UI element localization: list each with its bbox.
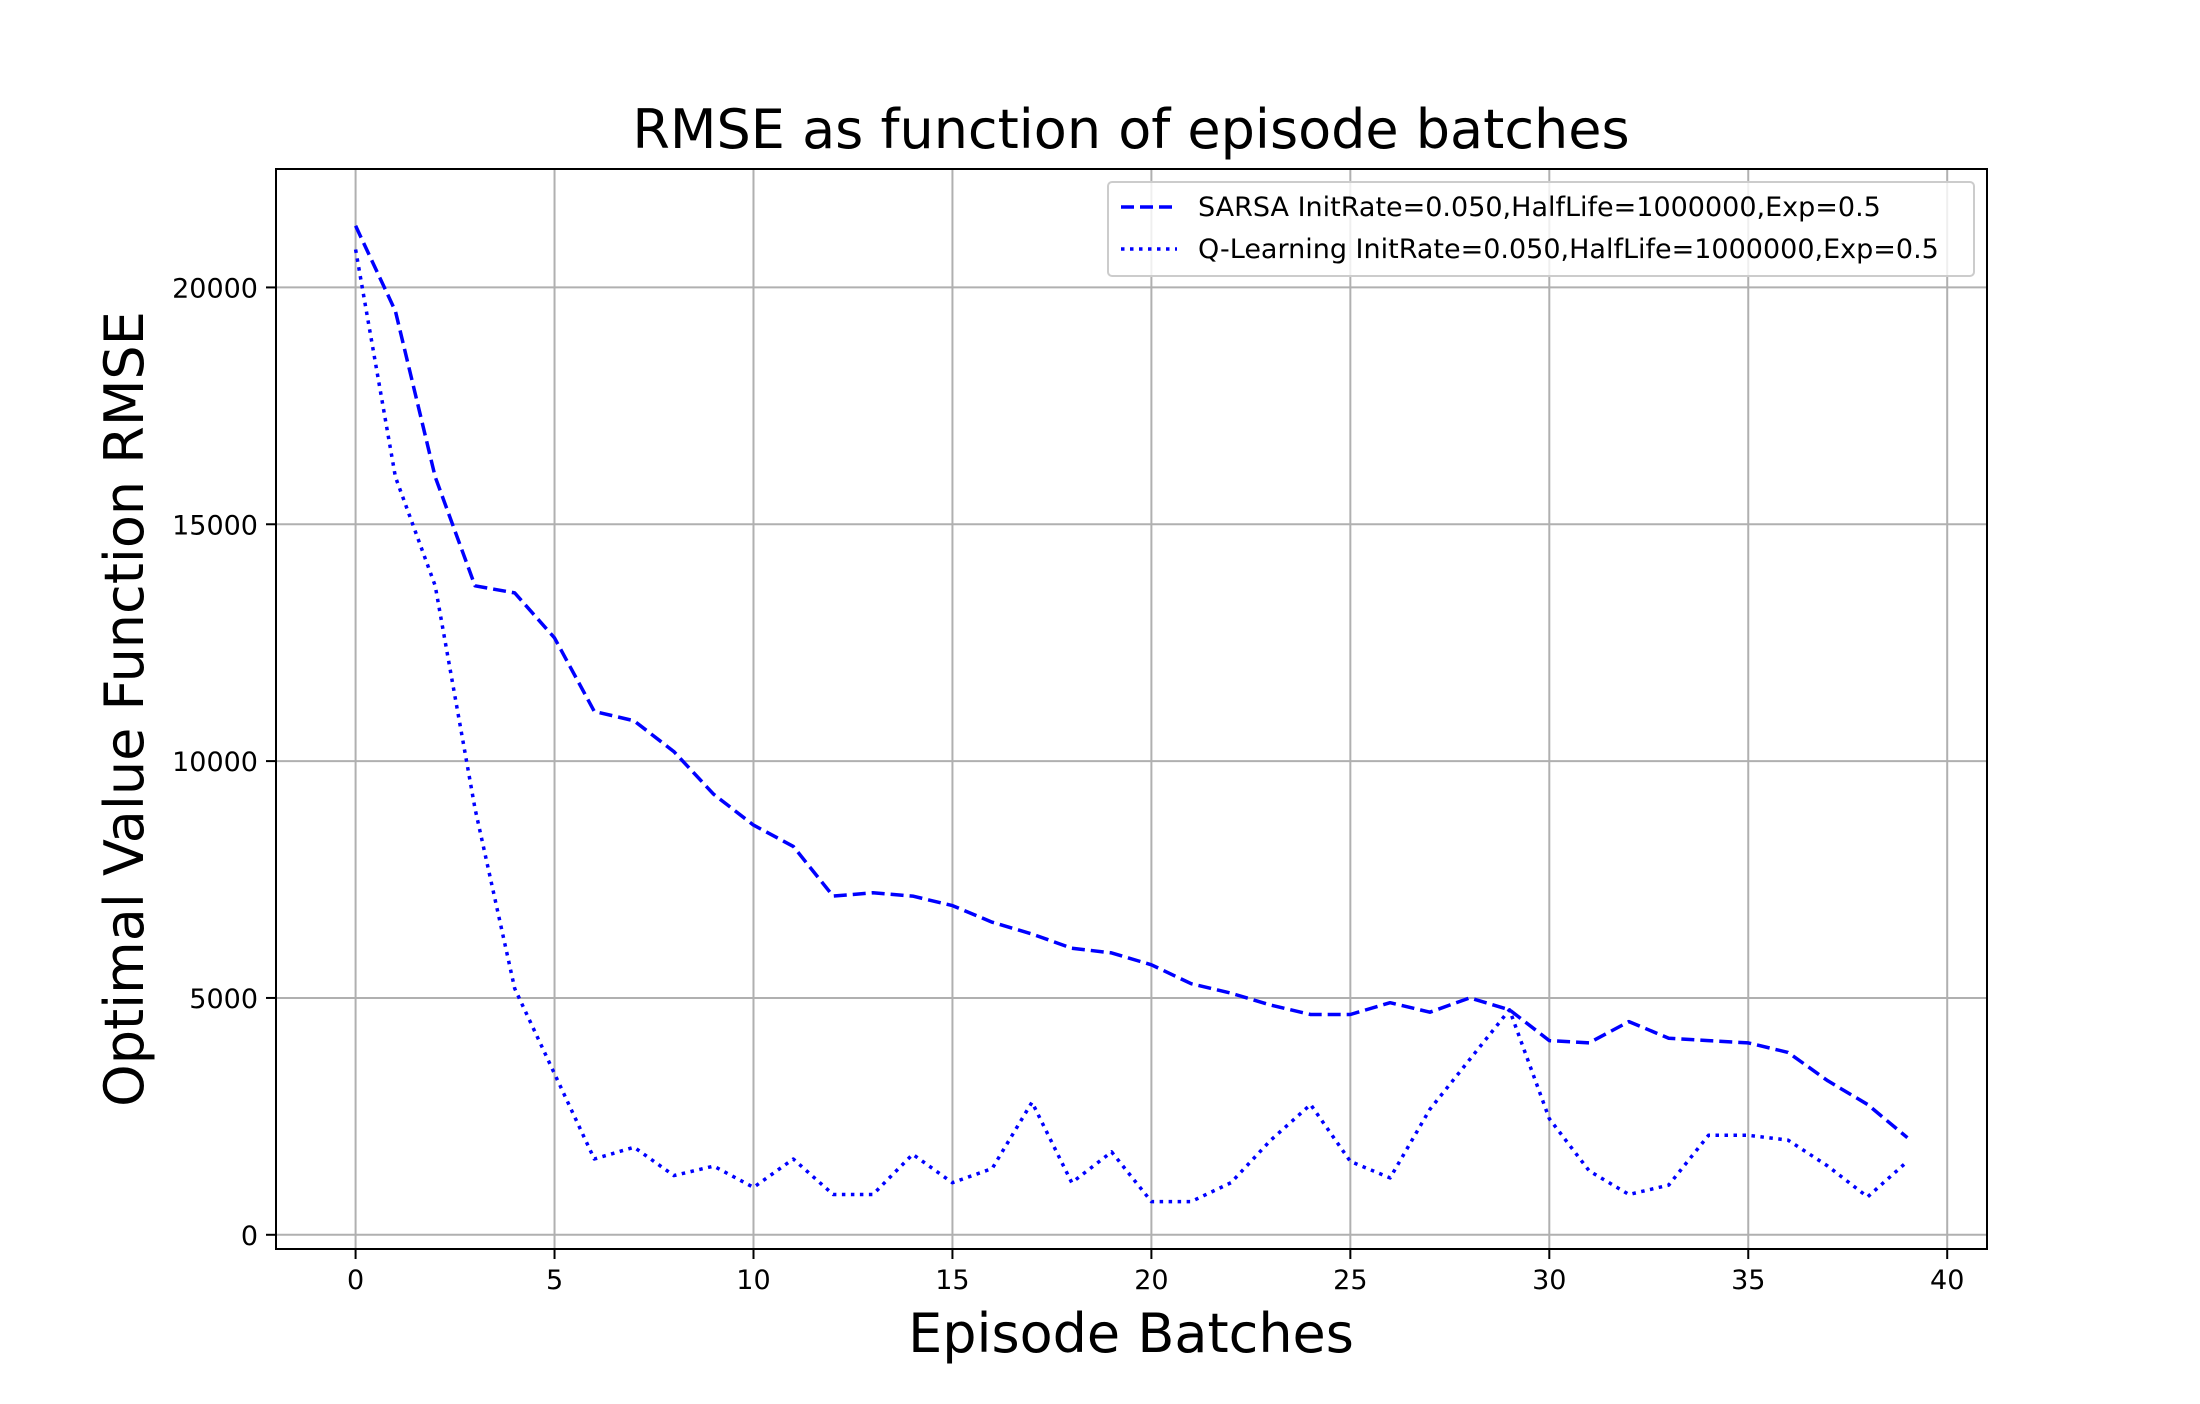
x-tick-label: 30 [1532,1265,1566,1296]
x-tick-label: 40 [1930,1265,1964,1296]
y-tick-label: 0 [241,1221,258,1252]
x-tick-label: 35 [1731,1265,1765,1296]
y-axis-label: Optimal Value Function RMSE [93,311,156,1107]
legend: SARSA InitRate=0.050,HalfLife=1000000,Ex… [1107,181,1975,277]
y-tick-label: 20000 [172,273,258,304]
chart-title: RMSE as function of episode batches [632,98,1629,161]
x-tick-label: 5 [546,1265,563,1296]
grid-lines [276,169,1987,1249]
x-axis-label: Episode Batches [908,1302,1354,1365]
y-tick-label: 10000 [172,747,258,778]
x-tick-label: 10 [736,1265,770,1296]
legend-label-sarsa: SARSA InitRate=0.050,HalfLife=1000000,Ex… [1198,192,1881,223]
plot-area-frame [275,168,1988,1250]
legend-label-q-learning: Q-Learning InitRate=0.050,HalfLife=10000… [1198,234,1939,265]
x-tick-label: 20 [1134,1265,1168,1296]
x-tick-label: 15 [935,1265,969,1296]
x-tick-label: 0 [347,1265,364,1296]
x-tick-label: 25 [1333,1265,1367,1296]
x-axis-ticks: 0 5 10 15 20 25 30 35 40 [347,1249,1964,1296]
series-lines [353,225,1909,1204]
legend-box [1107,181,1975,277]
series-line-q-learning [353,249,1909,1204]
y-tick-label: 5000 [189,984,258,1015]
y-tick-label: 15000 [172,510,258,541]
series-line-sarsa [354,225,1909,1140]
y-axis-ticks: 0 5000 10000 15000 20000 [172,273,276,1252]
